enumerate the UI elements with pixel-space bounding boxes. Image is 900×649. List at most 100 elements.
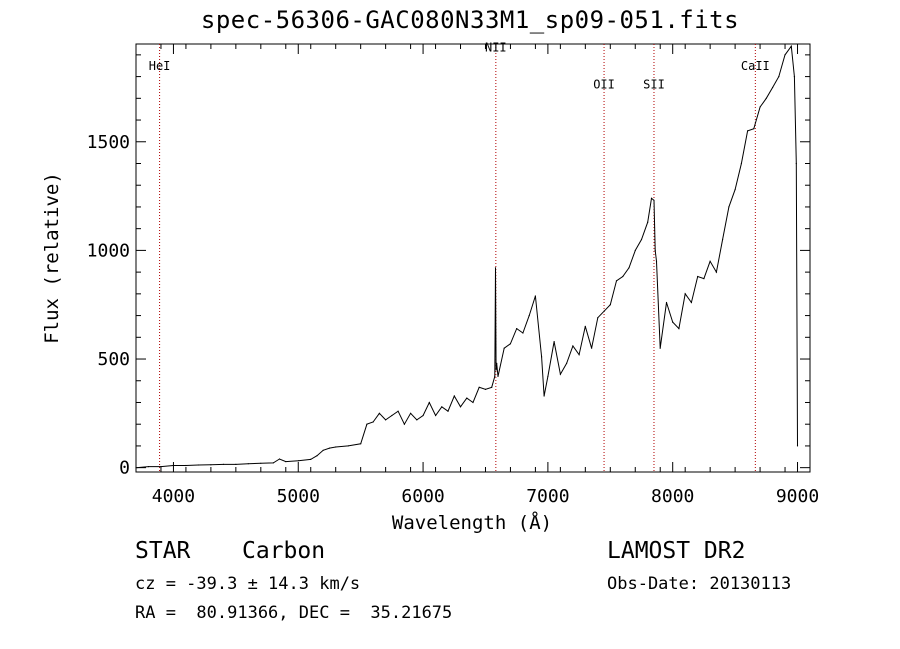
spectrum-point xyxy=(566,362,568,364)
line-label-hei: HeI xyxy=(149,59,171,73)
spectrum-point xyxy=(578,354,580,356)
spectrum-point xyxy=(650,197,653,199)
spectrum-point xyxy=(235,463,237,465)
spectrum-point xyxy=(495,369,497,371)
line-label-oii: OII xyxy=(593,78,615,92)
object-type: STAR xyxy=(135,538,191,564)
spectrum-point xyxy=(678,328,680,330)
spectrum-point xyxy=(734,189,736,191)
spectrum-point xyxy=(597,317,599,319)
spectrum-point xyxy=(740,162,743,165)
coordinates-text: RA = 80.91366, DEC = 35.21675 xyxy=(135,603,453,623)
spectrum-point xyxy=(316,455,318,457)
spectrum-point xyxy=(378,412,380,414)
spectrum-point xyxy=(559,373,562,375)
spectrum-point xyxy=(447,410,449,412)
spectrum-point xyxy=(278,458,281,460)
spectrum-point xyxy=(472,401,474,404)
spectrum-point xyxy=(584,325,586,327)
spectrum-point xyxy=(684,293,686,295)
spectrum-point xyxy=(372,421,374,423)
spectrum-point xyxy=(522,332,524,334)
spectrum-point xyxy=(728,206,730,208)
spectrum-point xyxy=(622,275,624,278)
spectrum-point xyxy=(459,406,462,408)
spectrum-point xyxy=(453,395,455,397)
spectrum-point xyxy=(435,414,437,417)
spectrum-point xyxy=(790,45,792,47)
spectrum-point xyxy=(547,375,549,377)
spectrum-point xyxy=(503,347,505,349)
spectrum-point xyxy=(478,386,480,388)
spectrum-point xyxy=(541,356,543,358)
spectrum-point xyxy=(628,267,630,269)
spectrum-point xyxy=(591,347,593,349)
spectrum-point xyxy=(653,199,655,201)
spectrum-point xyxy=(759,106,761,108)
spectrum-point xyxy=(690,301,693,304)
spectrum-point xyxy=(516,328,518,330)
spectrum-point xyxy=(634,249,636,251)
spectrum-point xyxy=(528,315,530,317)
spectrum-point xyxy=(160,466,162,468)
spectral-line-markers: HeI NII OII SII CaII xyxy=(149,41,770,472)
x-axis-label: Wavelength (Å) xyxy=(392,511,552,534)
spectrum-point xyxy=(672,321,674,323)
plot-axes xyxy=(135,43,811,473)
line-label-sii: SII xyxy=(643,78,665,92)
spectrum-point xyxy=(793,76,796,78)
spectrum-point xyxy=(416,419,418,421)
x-tick-label: 8000 xyxy=(651,486,694,507)
spectrum-point xyxy=(709,260,711,262)
spectrum-point xyxy=(703,278,705,280)
spectrum-point xyxy=(715,271,718,273)
x-tick-label: 6000 xyxy=(401,486,444,507)
spectrum-point xyxy=(210,464,212,466)
spectrum-point xyxy=(410,412,412,414)
spectrum-point xyxy=(753,128,755,130)
spectrum-point xyxy=(722,238,724,241)
spectrum-point xyxy=(494,267,497,269)
y-tick-label: 1500 xyxy=(87,132,130,153)
spectrum-point xyxy=(509,343,511,345)
spectrum-point xyxy=(603,310,605,312)
spectrum-point xyxy=(772,86,774,89)
spectrum-point xyxy=(147,466,150,468)
object-subclass: Carbon xyxy=(242,538,326,564)
spectrum-point xyxy=(310,458,312,460)
spectrum-point xyxy=(747,130,749,132)
spectrum-point xyxy=(466,397,468,399)
spectrum-point xyxy=(665,301,668,304)
spectrum-point xyxy=(765,97,767,99)
spectrum-point xyxy=(328,447,331,449)
spectrum-point xyxy=(543,395,545,397)
spectrum-point xyxy=(422,414,424,417)
spectrum-point xyxy=(247,463,249,465)
spectrum-point xyxy=(260,462,262,464)
spectrum-point xyxy=(497,375,499,377)
spectrum-point xyxy=(197,464,199,466)
spectrum-point xyxy=(496,362,498,364)
line-label-caii: CaII xyxy=(741,59,770,73)
spectrum-point xyxy=(615,280,618,282)
plot-frame xyxy=(135,43,811,473)
spectrum-point xyxy=(494,375,496,377)
spectrum-point xyxy=(572,345,574,347)
x-tick-label: 7000 xyxy=(526,486,569,507)
spectrum-point xyxy=(335,446,337,448)
chart-title: spec-56306-GAC080N33M1_sp09-051.fits xyxy=(200,6,740,34)
spectrum-point xyxy=(491,386,493,388)
spectrum-point xyxy=(784,54,786,56)
spectrum-point xyxy=(297,460,299,462)
spectrum-point xyxy=(360,443,362,445)
spectrum-point xyxy=(659,347,661,349)
spectrum-point xyxy=(385,419,387,421)
y-tick-label: 1000 xyxy=(87,240,130,261)
spectrum-point xyxy=(697,275,699,278)
redshift-text: cz = -39.3 ± 14.3 km/s xyxy=(135,574,361,594)
spectrum-point xyxy=(654,249,656,251)
spectrum-point xyxy=(222,463,224,465)
spectrum-point xyxy=(397,410,399,412)
spectrum-line-0 xyxy=(135,44,798,469)
